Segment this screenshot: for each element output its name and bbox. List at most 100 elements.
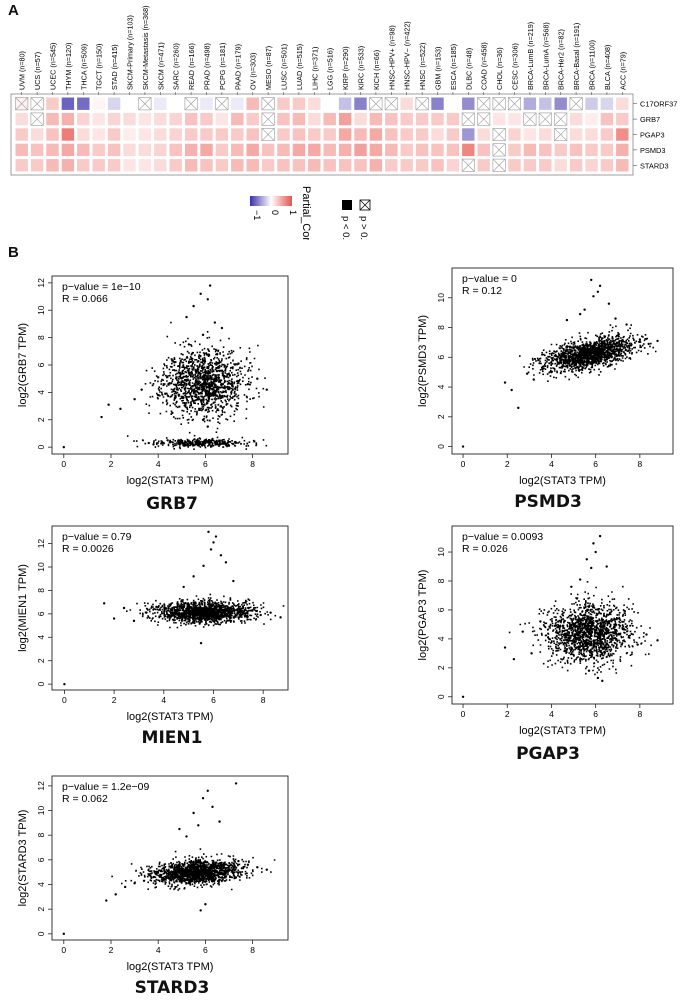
heatmap-cell [400, 128, 413, 141]
heatmap-cell-cross [215, 97, 229, 111]
heatmap-cell [554, 97, 567, 110]
scatter-point [202, 564, 205, 568]
heatmap-cell [323, 112, 336, 126]
heatmap-cell-cross [492, 97, 506, 111]
scatter-point [208, 866, 212, 869]
scatter-point [583, 631, 586, 635]
heatmap-cell [523, 128, 537, 141]
scatter-point [199, 869, 202, 873]
heatmap-cell [569, 143, 583, 157]
x-axis-label: log2(STAT3 TPM) [519, 475, 606, 487]
scatter-point [209, 548, 213, 551]
heatmap-col-label: SARC (n=260) [172, 43, 181, 90]
scatter-point [625, 323, 628, 326]
scatter-point [656, 639, 659, 642]
heatmap-cell [616, 159, 629, 172]
heatmap-cell [585, 159, 598, 172]
scatter-point [206, 789, 209, 792]
heatmap-cell [123, 128, 136, 141]
legend-sig-label: p < 0.05 [340, 216, 351, 240]
scatter-point [232, 579, 235, 583]
scatter-point [204, 441, 207, 445]
x-tick-label: 8 [250, 459, 255, 469]
scatter-point-cloud [508, 581, 652, 676]
heatmap-cell [169, 159, 182, 172]
scatter-point [133, 398, 136, 401]
heatmap-cell-cross [369, 97, 383, 111]
scatter-point [559, 359, 562, 362]
scatter-point [656, 339, 659, 343]
scatter-point [164, 392, 167, 395]
y-axis-label: log2(PSMD3 TPM) [417, 315, 429, 407]
scatter-point [182, 585, 185, 589]
heatmap-cell-cross [261, 128, 275, 141]
heatmap-cell [569, 112, 583, 126]
scatter-point [190, 868, 193, 871]
heatmap-cell-cross [415, 97, 429, 111]
x-tick-label: 0 [461, 459, 466, 469]
x-tick-label: 6 [593, 459, 598, 469]
scatter-point [145, 611, 148, 614]
scatter-point [647, 342, 650, 346]
scatter-point [620, 339, 624, 343]
scatter-point [636, 643, 639, 646]
heatmap-col-label: TGCT (n=150) [95, 44, 104, 90]
stat-annotation: R = 0.062 [62, 793, 108, 805]
heatmap-cell-cross [384, 97, 398, 111]
heatmap-cell [169, 128, 182, 141]
heatmap-cell [215, 143, 229, 157]
scatter-psmd3: 0 2 4 6 8 0 2 4 6 8 10 log2(STAT3 TPM) log2(PSMD3 TP… [417, 267, 674, 487]
heatmap-col-label: SKCM (n=471) [156, 42, 165, 90]
heatmap-cell-cross [492, 128, 506, 141]
heatmap-cell [323, 159, 336, 172]
heatmap-cell [308, 159, 321, 172]
scatter-point [224, 561, 228, 564]
scatter-mien1: 0 2 4 6 8 0 2 4 6 8 10 12 log2(STAT3 TPM) log2(MIEN1 … [17, 525, 289, 723]
heatmap-cell [138, 159, 152, 172]
heatmap-col-label: HNSC (n=522) [418, 43, 427, 90]
x-tick-label: 2 [505, 709, 510, 719]
scatter-point [207, 530, 210, 534]
y-tick-label: 2 [36, 907, 46, 912]
scatter-point [609, 640, 613, 643]
scatter-point [182, 444, 186, 447]
y-axis-label: log2(STARD3 TPM) [17, 810, 29, 907]
scatter-point [614, 317, 617, 320]
heatmap-cell [292, 128, 306, 141]
heatmap-cell [15, 143, 28, 157]
heatmap-cell [154, 112, 167, 126]
heatmap-cell [539, 97, 552, 110]
heatmap-col-label: LIHC (n=371) [310, 47, 319, 90]
scatter-point [204, 903, 207, 906]
y-tick-label: 10 [36, 806, 46, 816]
scatter-point [237, 610, 240, 613]
scatter-point [197, 440, 200, 443]
scatter-point [556, 626, 560, 629]
scatter-point [247, 606, 250, 610]
heatmap-cell-cross [184, 97, 198, 111]
y-tick-label: 6 [36, 362, 46, 367]
heatmap-cell [30, 128, 44, 141]
heatmap-cell [539, 159, 552, 172]
scatter-point [192, 811, 195, 815]
heatmap-cell [231, 143, 244, 157]
heatmap-cell [92, 97, 105, 110]
heatmap-col-label: LUAD (n=515) [295, 44, 304, 90]
x-tick-label: 0 [62, 695, 67, 705]
heatmap-cell [77, 112, 90, 126]
stat-annotation: p−value = 1.2e−09 [62, 781, 149, 793]
heatmap-cell [539, 128, 552, 141]
heatmap-col-label: THCA (n=509) [79, 44, 88, 90]
scatter-point [140, 388, 143, 391]
heatmap-chart: UVM (n=80) UCS (n=57) UCEC (n=545) THYM (n=… [10, 6, 677, 240]
heatmap-cell [338, 128, 352, 141]
scatter-point [167, 613, 170, 617]
scatter-point [206, 298, 209, 301]
scatter-point [62, 445, 65, 449]
heatmap-cell [77, 159, 90, 172]
y-tick-label: 10 [36, 305, 46, 315]
heatmap-cell [369, 128, 383, 141]
heatmap-cell [431, 159, 444, 172]
heatmap-col-label: SKCM-Primary (n=103) [126, 15, 135, 90]
heatmap-cell-cross [492, 158, 506, 172]
